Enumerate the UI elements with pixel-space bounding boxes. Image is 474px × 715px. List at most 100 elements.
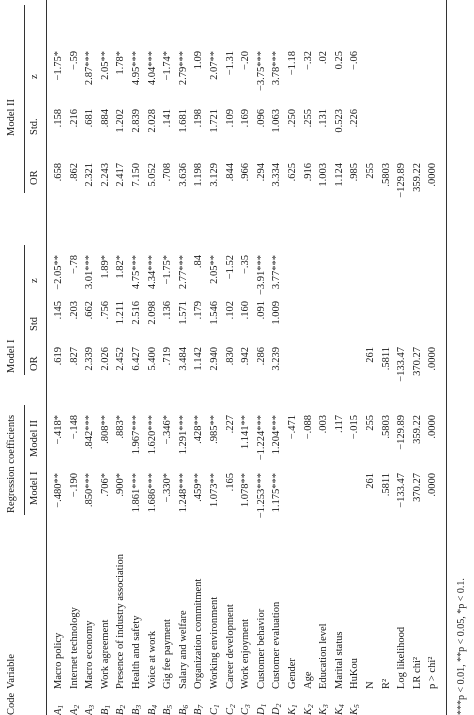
row-code-index: 2	[305, 704, 315, 708]
cell-std-2: .158	[53, 109, 64, 128]
row-code-letter: K	[302, 707, 314, 715]
cell-rc-1: .165	[224, 473, 236, 492]
row-code: B2	[115, 705, 129, 715]
row-code: K3	[318, 704, 332, 715]
cell-z-2: −.20	[240, 51, 252, 71]
footnote: ***p < 0.01, **p < 0.05, *p < 0.1.	[456, 578, 467, 715]
cell-z-2: 0.25	[333, 51, 345, 70]
row-code-index: 1	[290, 704, 299, 708]
row-code-letter: A	[84, 708, 96, 715]
row-code: B7	[193, 705, 207, 715]
row-code-index: 5	[165, 704, 175, 709]
cell-rc-2: −.471	[287, 415, 298, 440]
cell-rc-1: −.330*	[162, 473, 174, 503]
cell-or-2: .916	[302, 163, 314, 182]
row-variable: Education level	[318, 623, 330, 689]
row-code: C2	[225, 704, 239, 715]
cell-z-2: 4.04***	[146, 51, 158, 86]
row-code-index: 1	[102, 704, 112, 709]
cell-z-2: −1.75*	[53, 51, 64, 81]
cell-std-2: .255	[302, 109, 314, 128]
rule-model-2-group	[24, 5, 25, 193]
subheader-m1-std: Std	[29, 316, 40, 331]
cell-rc-2: .5803	[380, 415, 392, 439]
cell-z-1: 3.77***	[271, 255, 283, 290]
cell-z-2: 2.05**	[99, 51, 111, 80]
cell-or-2: 2.417	[115, 163, 127, 187]
cell-z-1: .84	[193, 255, 205, 269]
row-variable: Age	[302, 671, 314, 690]
cell-rc-1: 261	[365, 473, 376, 489]
row-variable: Organization commitment	[193, 578, 205, 689]
cell-z-1: −1.52	[224, 255, 236, 280]
cell-or-1: .5811	[380, 347, 392, 371]
row-code: K1	[287, 704, 301, 715]
header-model-2-group: Model II	[6, 98, 17, 136]
row-code-index: 1	[258, 703, 268, 708]
cell-z-1: 2.05**	[209, 255, 220, 284]
cell-or-2: 3.129	[209, 163, 220, 187]
row-variable: R²	[380, 678, 392, 689]
row-code-index: 2	[274, 703, 284, 708]
row-variable: Log likelihood	[396, 626, 408, 689]
row-code: C3	[240, 704, 254, 715]
cell-z-1: 3.01***	[84, 255, 96, 290]
row-code: K5	[349, 704, 363, 715]
cell-std-2: 1.063	[271, 109, 283, 133]
row-code-letter: B	[146, 708, 158, 715]
row-code: B6	[178, 705, 192, 715]
row-variable: Macro policy	[53, 632, 64, 689]
row-code-index: 4	[336, 704, 346, 708]
cell-rc-2: .808**	[99, 415, 111, 444]
cell-rc-2: −.088	[302, 415, 314, 440]
row-code-index: 1	[56, 704, 65, 709]
row-code-letter: K	[333, 707, 345, 715]
row-variable: Macro economy	[84, 620, 96, 689]
cell-rc-1: .706*	[99, 473, 111, 497]
row-code: A3	[84, 705, 98, 715]
cell-std-2: .198	[193, 109, 205, 128]
row-variable: Work enjoyment	[240, 618, 252, 689]
row-code-letter: B	[99, 708, 111, 715]
cell-z-2: 2.79***	[177, 51, 189, 86]
cell-z-1: 4.75***	[131, 255, 142, 290]
cell-rc-1: 1.073**	[209, 473, 220, 508]
cell-or-2: .294	[255, 163, 267, 182]
row-code-letter: B	[115, 708, 127, 715]
row-code-letter: A	[53, 708, 64, 715]
cell-std-2: 1.721	[209, 109, 220, 133]
cell-or-2: .658	[53, 163, 64, 182]
cell-rc-2: −129.89	[396, 415, 408, 450]
cell-z-1: −.78	[68, 255, 80, 275]
cell-rc-2: .883*	[115, 415, 127, 439]
cell-rc-2: .003	[318, 415, 330, 434]
cell-z-1: 4.34***	[146, 255, 158, 290]
cell-z-2: 2.07**	[209, 51, 220, 80]
row-variable: Presence of industry association	[115, 553, 127, 689]
row-code-letter: B	[177, 708, 189, 715]
cell-std-2: .884	[99, 109, 111, 128]
header-variable: Variable	[6, 654, 17, 689]
subheader-m2-or: OR	[29, 170, 40, 185]
row-variable: HuKou	[349, 658, 361, 689]
row-variable: p > chi²	[427, 656, 439, 689]
cell-or-1: .0000	[427, 347, 439, 371]
row-code: B4	[147, 705, 161, 715]
row-code-letter: C	[224, 707, 236, 715]
cell-rc-2: 1.620***	[146, 415, 158, 455]
rule-table-bottom	[446, 0, 447, 715]
cell-or-2: .5803	[380, 163, 392, 187]
row-code-letter: C	[209, 707, 220, 715]
cell-or-2: .966	[240, 163, 252, 182]
row-code-index: 2	[71, 704, 81, 709]
cell-or-2: −129.89	[396, 163, 408, 198]
row-code-letter: K	[318, 707, 330, 715]
cell-rc-1: 1.248***	[177, 473, 189, 513]
cell-rc-1: 1.175***	[271, 473, 283, 513]
cell-rc-2: .227	[224, 415, 236, 434]
row-code-index: 3	[243, 704, 253, 708]
cell-rc-1: −.190	[68, 473, 80, 498]
cell-z-1: −1.75*	[162, 255, 174, 285]
row-variable: Working environment	[209, 596, 220, 689]
row-code-index: 3	[321, 704, 331, 708]
